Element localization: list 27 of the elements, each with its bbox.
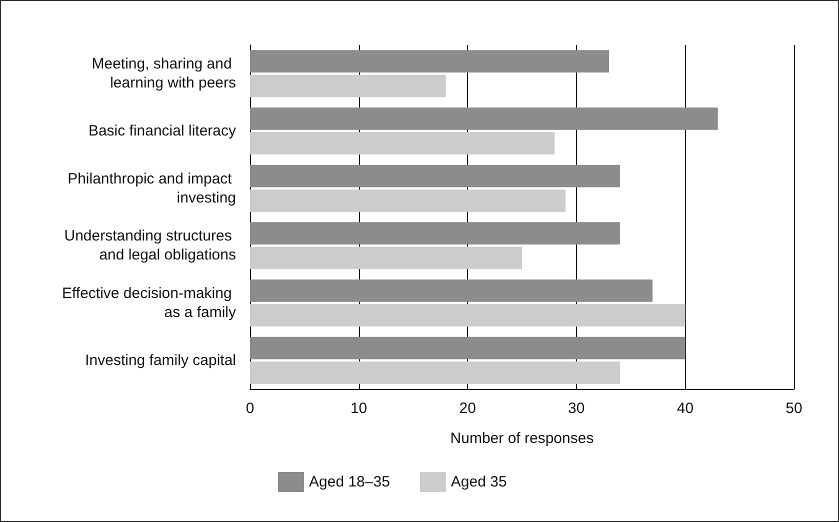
bar	[250, 50, 610, 73]
bar	[250, 107, 718, 130]
legend-label: Aged 35	[450, 474, 507, 490]
x-axis-title: Number of responses	[450, 430, 594, 447]
x-tick-label: 50	[786, 400, 802, 417]
bar	[250, 74, 446, 98]
y-tick-label: Meeting, sharing and learning with peers	[92, 56, 236, 92]
y-tick-label: Investing family capital	[85, 352, 236, 369]
bar	[250, 246, 522, 270]
bar	[250, 189, 566, 212]
x-tick-label: 40	[676, 400, 694, 417]
bar	[250, 132, 555, 155]
y-tick-label: Philanthropic and impact investing	[68, 170, 236, 206]
x-tick-label: 0	[246, 400, 254, 417]
bar	[250, 361, 620, 384]
y-tick-label: Basic financial literacy	[88, 122, 236, 140]
x-tick-label: 30	[568, 400, 585, 417]
bar	[250, 222, 620, 245]
legend-label: Aged 18–35	[309, 474, 390, 490]
y-tick-label: Understanding structures and legal obligations	[64, 228, 236, 264]
bar	[250, 164, 620, 188]
bar	[250, 279, 653, 302]
y-tick-label: Effective decision-making as a family	[62, 285, 236, 321]
bar	[250, 304, 686, 327]
x-tick-label: 20	[459, 400, 476, 417]
bar	[250, 336, 686, 360]
x-tick-label: 10	[350, 400, 368, 417]
